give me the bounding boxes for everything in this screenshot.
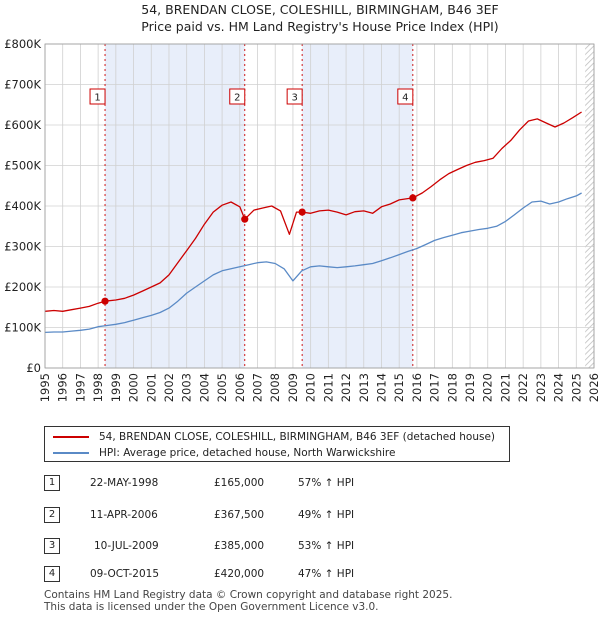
chart: 54, BRENDAN CLOSE, COLESHILL, BIRMINGHAM…: [4, 2, 600, 402]
sale-label-1: 1: [89, 88, 106, 105]
y-tick-label: £200K: [4, 280, 41, 294]
sale-label-box: [286, 88, 303, 105]
hpi-line: [44, 192, 582, 334]
x-tick-label: 2011: [321, 373, 335, 402]
property-price-line: [44, 111, 582, 312]
x-tick-label: 2003: [180, 373, 194, 402]
x-tick-label: 1996: [56, 373, 70, 402]
legend-item-hpi: HPI: Average price, detached house, Nort…: [53, 445, 395, 461]
sale-price: £165,000: [214, 477, 265, 489]
x-tick-label: 2019: [463, 373, 477, 402]
x-tick-label: 2017: [428, 373, 442, 402]
y-tick-label: £500K: [4, 159, 41, 173]
footer-licence: This data is licensed under the Open Gov…: [44, 600, 379, 613]
y-tick-label: £100K: [4, 321, 41, 335]
legend-label-property: 54, BRENDAN CLOSE, COLESHILL, BIRMINGHAM…: [99, 431, 496, 443]
sale-hpi-change: 47% ↑ HPI: [298, 568, 355, 580]
sale-price: £385,000: [214, 540, 265, 552]
sale-date: 10-JUL-2009: [94, 540, 159, 552]
legend-item-property: 54, BRENDAN CLOSE, COLESHILL, BIRMINGHAM…: [53, 429, 495, 445]
sale-label-text: 2: [234, 93, 240, 104]
x-tick-label: 2001: [144, 373, 158, 402]
x-tick-label: 1999: [109, 373, 123, 402]
sale-price: £367,500: [214, 509, 265, 521]
sale-number-box: 3: [44, 538, 60, 554]
sale-price: £420,000: [214, 568, 265, 580]
x-tick-label: 2013: [357, 373, 371, 402]
x-tick-label: 2014: [374, 373, 388, 402]
sale-number-box: 2: [44, 507, 60, 523]
y-tick-label: £300K: [4, 240, 41, 254]
sale-hpi-change: 53% ↑ HPI: [298, 540, 355, 552]
sale-label-text: 1: [94, 93, 100, 104]
footer-copyright: Contains HM Land Registry data © Crown c…: [44, 589, 453, 601]
x-tick-label: 2018: [445, 373, 459, 402]
chart-title-line2: Price paid vs. HM Land Registry's House …: [141, 19, 498, 34]
sale-label-box: [229, 88, 246, 105]
x-tick-label: 2021: [498, 373, 512, 402]
x-tick-label: 1998: [91, 373, 105, 402]
x-tick-label: 2022: [516, 373, 530, 402]
x-tick-label: 2012: [339, 373, 353, 402]
y-tick-label: £700K: [4, 78, 41, 92]
y-tick-label: £400K: [4, 199, 41, 213]
legend-label-hpi: HPI: Average price, detached house, Nort…: [99, 447, 396, 459]
sale-label-4: 4: [397, 88, 414, 105]
x-tick-label: 2004: [197, 373, 211, 402]
y-tick-label: £0: [26, 361, 41, 375]
sale-date: 22-MAY-1998: [90, 477, 159, 489]
sale-label-text: 4: [402, 93, 408, 104]
legend-swatch-hpi: [53, 452, 89, 454]
sale-point-2: [241, 215, 249, 223]
sale-label-2: 2: [229, 88, 246, 105]
y-tick-label: £800K: [4, 37, 41, 51]
plot-frame: [44, 43, 595, 369]
sale-label-text: 3: [291, 93, 297, 104]
x-tick-label: 2009: [286, 373, 300, 402]
sale-point-1: [101, 297, 109, 305]
x-tick-label: 2016: [410, 373, 424, 402]
x-tick-label: 2005: [215, 373, 229, 402]
chart-title-line1: 54, BRENDAN CLOSE, COLESHILL, BIRMINGHAM…: [141, 2, 498, 17]
x-tick-label: 1995: [38, 373, 52, 402]
x-tick-label: 2010: [304, 373, 318, 402]
x-tick-label: 2000: [127, 373, 141, 402]
sale-date: 11-APR-2006: [90, 509, 158, 521]
sale-point-4: [409, 194, 417, 202]
x-tick-label: 2024: [552, 373, 566, 402]
x-tick-label: 2023: [534, 373, 548, 402]
sale-hpi-change: 49% ↑ HPI: [298, 509, 355, 521]
legend-swatch-property: [53, 436, 89, 438]
legend: 54, BRENDAN CLOSE, COLESHILL, BIRMINGHAM…: [44, 426, 510, 462]
sale-number-box: 4: [44, 566, 60, 582]
x-tick-label: 2002: [162, 373, 176, 402]
sale-label-box: [89, 88, 106, 105]
sale-label-3: 3: [286, 88, 303, 105]
x-tick-label: 2007: [251, 373, 265, 402]
x-tick-label: 2026: [587, 373, 600, 402]
footer: Contains HM Land Registry data © Crown c…: [44, 589, 453, 613]
sale-point-3: [298, 208, 306, 216]
y-tick-label: £600K: [4, 118, 41, 132]
x-tick-label: 2025: [569, 373, 583, 402]
sale-date: 09-OCT-2015: [90, 568, 159, 580]
sale-number-box: 1: [44, 475, 60, 491]
sale-label-box: [397, 88, 414, 105]
x-tick-label: 2015: [392, 373, 406, 402]
x-tick-label: 2008: [268, 373, 282, 402]
x-tick-label: 2020: [481, 373, 495, 402]
x-tick-label: 2006: [233, 373, 247, 402]
x-tick-label: 1997: [73, 373, 87, 402]
sale-hpi-change: 57% ↑ HPI: [298, 477, 355, 489]
